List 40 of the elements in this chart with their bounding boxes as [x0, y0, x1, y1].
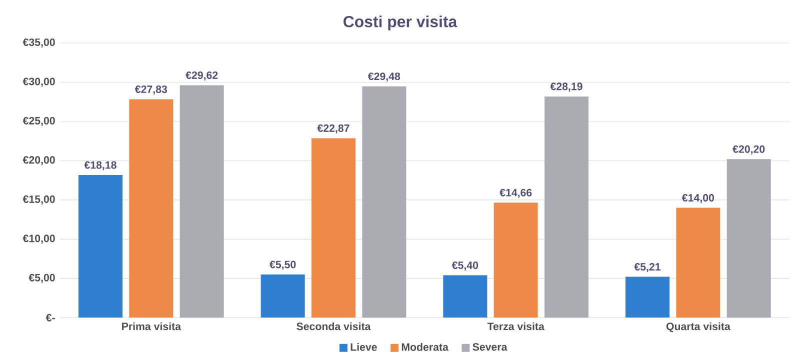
x-tick-label: Quarta visita: [666, 322, 730, 332]
y-tick-label: €30,00: [22, 78, 55, 87]
data-label: €5,50: [270, 260, 296, 270]
x-tick-label: Prima visita: [122, 322, 182, 330]
bar: [260, 274, 305, 318]
data-label: €28,19: [550, 82, 582, 92]
legend-label: Lieve: [350, 343, 377, 351]
data-label: €18,18: [84, 161, 116, 170]
data-label: €29,62: [186, 71, 218, 81]
y-tick-label: €15,00: [22, 195, 55, 204]
data-label: €20,20: [732, 145, 765, 154]
bar: [129, 99, 174, 318]
bar: [626, 276, 670, 318]
y-tick-label: €-: [46, 314, 55, 322]
bar: [726, 159, 771, 318]
data-label: €5,40: [452, 262, 478, 271]
chart-title: Costi per visita: [344, 16, 458, 30]
bar: [312, 138, 356, 318]
bar: [180, 85, 224, 318]
data-label: €27,83: [134, 86, 168, 95]
bar: [544, 96, 589, 318]
data-label: €14,00: [682, 194, 714, 204]
data-label: €22,87: [317, 124, 350, 134]
bar: [494, 202, 538, 318]
data-label: €5,21: [634, 263, 660, 272]
legend-label: Moderata: [402, 343, 448, 351]
y-tick-label: €10,00: [22, 234, 55, 244]
x-tick-label: Terza visita: [487, 322, 544, 330]
bar: [362, 86, 406, 318]
y-tick-label: €25,00: [22, 116, 55, 126]
y-tick-label: €20,00: [22, 156, 55, 166]
x-tick-label: Seconda visita: [296, 322, 371, 330]
bar: [443, 275, 488, 318]
bar: [676, 208, 720, 318]
legend-label: Severa: [472, 343, 508, 351]
data-label: €14,66: [500, 188, 532, 198]
data-label: €29,48: [368, 72, 400, 82]
y-tick-label: €5,00: [28, 274, 55, 283]
bar: [78, 174, 122, 318]
y-tick-label: €35,00: [22, 38, 55, 48]
